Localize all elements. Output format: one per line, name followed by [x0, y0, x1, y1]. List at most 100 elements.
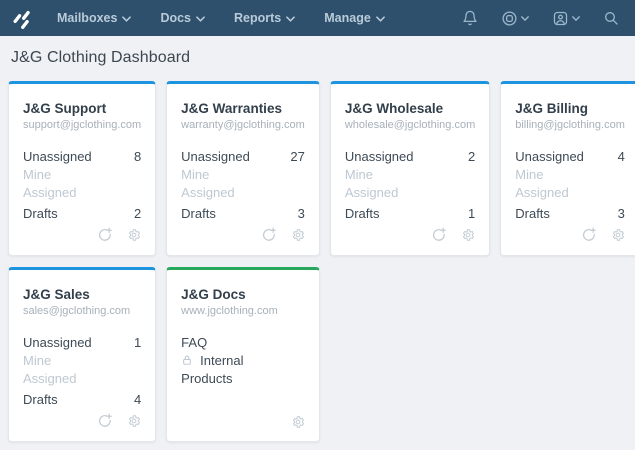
- folder-label: Assigned: [181, 184, 235, 200]
- docs-site-card: J&G Docs www.jgclothing.com FAQ Internal…: [166, 267, 320, 442]
- gear-icon: [292, 416, 304, 428]
- folder-label: Mine: [515, 166, 544, 182]
- mailbox-settings-button[interactable]: [127, 228, 141, 242]
- mailbox-name[interactable]: J&G Wholesale: [344, 101, 444, 116]
- app-logo[interactable]: [11, 6, 35, 30]
- folder-row-drafts[interactable]: Drafts 3: [515, 204, 625, 222]
- folder-row-unassigned[interactable]: Unassigned 1: [23, 333, 141, 351]
- folder-count: 4: [617, 148, 625, 164]
- new-conversation-button[interactable]: [261, 227, 277, 243]
- new-conversation-icon: [433, 227, 447, 241]
- mailbox-name[interactable]: J&G Support: [23, 101, 107, 116]
- profile-menu-button[interactable]: [552, 10, 580, 27]
- folder-label: Mine: [23, 352, 52, 368]
- mailbox-card-grid: J&G Support support@jgclothing.com Unass…: [8, 81, 635, 442]
- folder-row-unassigned[interactable]: Unassigned 8: [23, 147, 141, 165]
- nav-mailboxes[interactable]: Mailboxes: [57, 11, 132, 25]
- nav-manage[interactable]: Manage: [324, 11, 385, 25]
- collection-row-faq[interactable]: FAQ: [181, 333, 305, 351]
- gear-icon: [292, 229, 304, 241]
- folder-list: Unassigned 1 Mine Assigned Drafts 4: [23, 333, 141, 408]
- folder-row-unassigned[interactable]: Unassigned 27: [181, 147, 305, 165]
- folder-count: 4: [133, 391, 142, 407]
- folder-label: Assigned: [23, 184, 77, 200]
- collection-label: Internal: [200, 352, 244, 368]
- search-icon: [605, 12, 618, 25]
- new-conversation-icon: [262, 227, 276, 241]
- folder-row-assigned[interactable]: Assigned: [23, 369, 141, 387]
- mailbox-card-support: J&G Support support@jgclothing.com Unass…: [8, 81, 157, 256]
- top-navbar: Mailboxes Docs Reports Manage: [0, 0, 635, 36]
- folder-row-drafts[interactable]: Drafts 1: [345, 204, 475, 222]
- collection-row-products[interactable]: Products: [181, 369, 305, 387]
- folder-row-assigned[interactable]: Assigned: [515, 183, 625, 201]
- notifications-button[interactable]: [462, 10, 478, 26]
- helpscout-logo-icon: [12, 10, 30, 29]
- folder-row-assigned[interactable]: Assigned: [181, 183, 305, 201]
- profile-avatar-icon: [553, 11, 568, 25]
- folder-label: Drafts: [515, 205, 550, 221]
- lock-icon: [181, 354, 193, 366]
- folder-label: Drafts: [181, 205, 216, 221]
- folder-label: Mine: [23, 166, 52, 182]
- mailbox-email: billing@jgclothing.com: [515, 119, 625, 131]
- folder-label: Assigned: [344, 184, 399, 200]
- folder-row-unassigned[interactable]: Unassigned 2: [345, 147, 475, 165]
- folder-row-drafts[interactable]: Drafts 4: [23, 390, 141, 408]
- new-conversation-icon: [99, 227, 112, 241]
- folder-label: Assigned: [23, 370, 77, 386]
- mailbox-settings-button[interactable]: [127, 414, 141, 428]
- mailbox-name[interactable]: J&G Warranties: [181, 101, 282, 116]
- card-footer: [515, 227, 625, 244]
- mailbox-name[interactable]: J&G Billing: [515, 101, 589, 116]
- card-footer: [23, 227, 141, 244]
- apps-icon: [502, 10, 517, 26]
- folder-row-mine[interactable]: Mine: [23, 351, 141, 369]
- folder-count: 2: [468, 148, 476, 164]
- navbar-right-actions: [462, 10, 619, 27]
- folder-label: Mine: [344, 166, 374, 182]
- chevron-down-icon: [122, 15, 132, 22]
- folder-label: Drafts: [23, 391, 58, 407]
- folder-row-mine[interactable]: Mine: [345, 165, 475, 183]
- folder-count: 1: [468, 205, 476, 221]
- folder-list: Unassigned 27 Mine Assigned Drafts 3: [181, 147, 305, 222]
- page-title: J&G Clothing Dashboard: [11, 49, 191, 66]
- mailbox-email: warranty@jgclothing.com: [181, 119, 305, 131]
- docs-settings-button[interactable]: [291, 415, 305, 429]
- mailbox-card-warranties: J&G Warranties warranty@jgclothing.com U…: [166, 81, 320, 256]
- folder-row-assigned[interactable]: Assigned: [345, 183, 475, 201]
- new-conversation-button[interactable]: [581, 227, 597, 243]
- mailbox-email: sales@jgclothing.com: [23, 305, 131, 317]
- nav-reports[interactable]: Reports: [234, 11, 296, 25]
- docs-site-name[interactable]: J&G Docs: [181, 287, 246, 302]
- collection-row-internal[interactable]: Internal: [181, 351, 305, 369]
- folder-label: Drafts: [344, 205, 380, 221]
- new-conversation-button[interactable]: [97, 227, 113, 243]
- folder-count: 1: [133, 334, 142, 350]
- folder-row-assigned[interactable]: Assigned: [23, 183, 141, 201]
- nav-manage-label: Manage: [324, 11, 371, 25]
- dashboard-page: J&G Clothing Dashboard J&G Support suppo…: [0, 49, 635, 442]
- folder-row-unassigned[interactable]: Unassigned 4: [515, 147, 625, 165]
- folder-row-drafts[interactable]: Drafts 2: [23, 204, 141, 222]
- nav-docs[interactable]: Docs: [160, 11, 205, 25]
- search-button[interactable]: [603, 10, 619, 26]
- gear-icon: [129, 415, 141, 427]
- new-conversation-button[interactable]: [97, 413, 113, 429]
- new-conversation-button[interactable]: [431, 227, 447, 243]
- folder-row-mine[interactable]: Mine: [515, 165, 625, 183]
- apps-menu-button[interactable]: [501, 10, 529, 27]
- mailbox-settings-button[interactable]: [291, 228, 305, 242]
- folder-row-mine[interactable]: Mine: [23, 165, 141, 183]
- chevron-down-icon: [572, 15, 580, 21]
- chevron-down-icon: [521, 15, 529, 21]
- chevron-down-icon: [196, 15, 205, 22]
- mailbox-settings-button[interactable]: [461, 228, 475, 242]
- folder-label: Mine: [181, 166, 210, 182]
- folder-row-mine[interactable]: Mine: [181, 165, 305, 183]
- folder-row-drafts[interactable]: Drafts 3: [181, 204, 305, 222]
- mailbox-name[interactable]: J&G Sales: [23, 287, 90, 302]
- gear-icon: [463, 229, 475, 241]
- mailbox-settings-button[interactable]: [611, 228, 625, 242]
